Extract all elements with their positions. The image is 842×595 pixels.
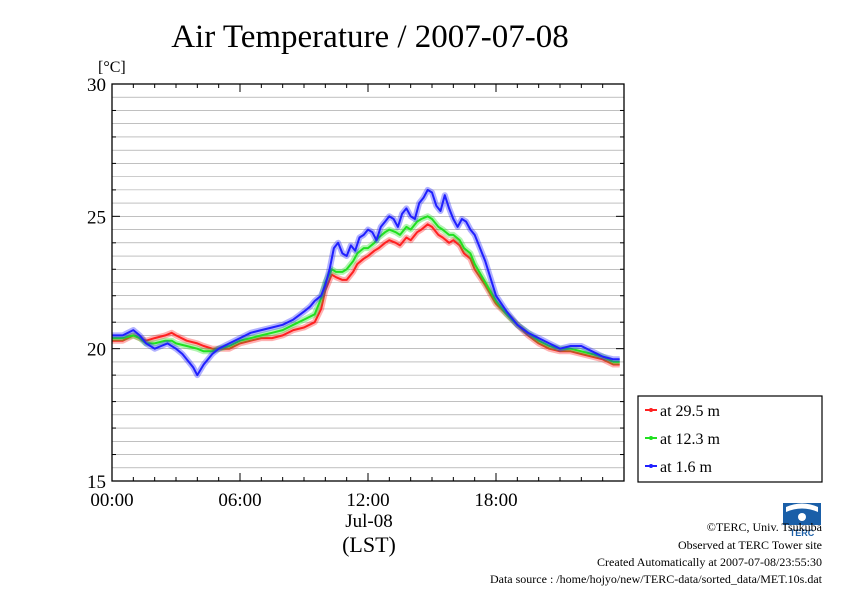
x-tick-label: 00:00 bbox=[90, 490, 133, 511]
terc-logo: TERC bbox=[783, 503, 821, 538]
logo-text: TERC bbox=[790, 528, 815, 538]
legend-label: at 29.5 m bbox=[660, 403, 721, 420]
x-tick-label: 18:00 bbox=[474, 490, 517, 511]
x-axis: 00:00 06:00 12:00 18:00 bbox=[90, 84, 625, 511]
legend: at 29.5 m at 12.3 m at 1.6 m bbox=[637, 395, 823, 483]
x-axis-label: (LST) bbox=[342, 532, 396, 557]
y-axis-unit-label: [°C] bbox=[98, 59, 126, 76]
y-axis: 15 20 25 30 bbox=[87, 75, 624, 493]
series-line bbox=[112, 188, 620, 377]
legend-label: at 12.3 m bbox=[660, 431, 721, 448]
credit-created: Created Automatically at 2007-07-08/23:5… bbox=[597, 555, 822, 569]
y-tick-label: 20 bbox=[87, 340, 106, 361]
credit-copyright: ©TERC, Univ. Tsukuba bbox=[707, 520, 823, 534]
credit-observed: Observed at TERC Tower site bbox=[678, 538, 822, 552]
y-tick-label: 30 bbox=[87, 75, 106, 96]
x-tick-label: 06:00 bbox=[218, 490, 261, 511]
x-date-label: Jul-08 bbox=[345, 511, 393, 532]
legend-marker bbox=[649, 464, 653, 468]
x-tick-label: 12:00 bbox=[346, 490, 389, 511]
series-layer bbox=[112, 186, 620, 379]
chart-title: Air Temperature / 2007-07-08 bbox=[171, 19, 569, 55]
series-line bbox=[112, 215, 620, 363]
legend-marker bbox=[649, 436, 653, 440]
logo-drop-icon bbox=[798, 513, 806, 521]
legend-label: at 1.6 m bbox=[660, 459, 713, 476]
legend-box bbox=[637, 395, 823, 483]
legend-marker bbox=[649, 408, 653, 412]
y-tick-label: 25 bbox=[87, 207, 106, 228]
y-tick-label: 15 bbox=[87, 472, 106, 493]
grid-lines bbox=[112, 96, 624, 469]
logo-wave-icon bbox=[786, 503, 818, 512]
credit-source: Data source : /home/hojyo/new/TERC-data/… bbox=[490, 572, 823, 586]
